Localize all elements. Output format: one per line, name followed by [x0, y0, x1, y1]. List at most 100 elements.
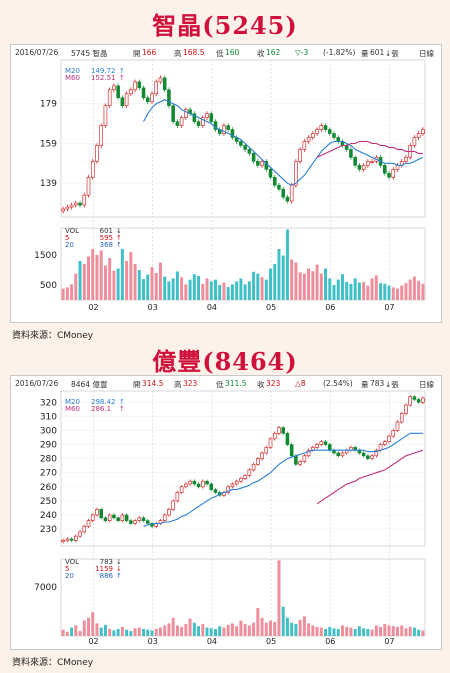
- candle-body: [256, 458, 260, 465]
- volume-bar: [65, 287, 69, 300]
- candle-body: [82, 194, 87, 206]
- volume-bar: [264, 279, 268, 300]
- candle-body: [179, 486, 184, 493]
- volume-bar: [307, 623, 311, 636]
- date-label: 2016/07/26: [15, 379, 59, 388]
- volume-bar: [226, 287, 230, 300]
- month-tick-label: 05: [266, 637, 276, 646]
- candle-body: [239, 141, 243, 146]
- volume-bar: [421, 283, 425, 300]
- volume-bar: [311, 625, 315, 636]
- volume-bar: [336, 279, 340, 300]
- volume-bar: [379, 626, 383, 636]
- candle-body: [323, 441, 328, 445]
- candle-body: [192, 480, 197, 485]
- ma-legend-name: M60: [65, 405, 80, 413]
- volume-bar: [158, 627, 162, 636]
- volume-bar: [95, 623, 99, 636]
- volume-bar: [235, 626, 239, 636]
- price-tick-label: 240: [40, 511, 57, 521]
- candle-body: [289, 184, 294, 202]
- candle-body: [243, 475, 247, 479]
- candle-body: [201, 480, 205, 488]
- candle-body: [395, 421, 400, 431]
- volume-bar: [78, 261, 82, 300]
- volume-bar: [396, 288, 399, 300]
- candle-body: [201, 117, 205, 126]
- volume-bar: [412, 276, 416, 300]
- candle-body: [226, 486, 230, 493]
- candle-body: [349, 149, 353, 158]
- volume-bar: [99, 250, 103, 300]
- candle-body: [184, 483, 188, 488]
- volume-bar: [214, 279, 217, 300]
- volume-bar: [307, 268, 311, 300]
- volume-bar: [175, 271, 179, 300]
- candle-body: [383, 165, 387, 174]
- ma-legend-value: 286.1: [91, 405, 111, 413]
- volume-bar: [353, 629, 357, 636]
- volume-bar: [281, 255, 285, 300]
- volume-bar: [163, 625, 167, 636]
- candle-body: [412, 396, 417, 400]
- candle-body: [336, 452, 341, 457]
- candle-body: [120, 514, 125, 521]
- ma-legend-name: M20: [65, 67, 80, 75]
- candle-body: [158, 77, 163, 83]
- candle-body: [272, 432, 277, 440]
- candle-body: [264, 447, 269, 454]
- low-value: 160: [225, 48, 240, 57]
- candle-body: [86, 176, 91, 196]
- candle-body: [103, 517, 108, 521]
- volume-bar: [319, 273, 323, 300]
- candle-body: [78, 531, 82, 537]
- candle-body: [86, 520, 91, 527]
- candle-body: [285, 196, 290, 202]
- candle-body: [103, 105, 108, 126]
- month-tick-label: 07: [384, 637, 394, 646]
- candle-body: [370, 455, 374, 459]
- candle-body: [239, 478, 243, 482]
- volume-bar: [230, 284, 234, 300]
- candle-body: [188, 480, 192, 485]
- volume-bar: [218, 285, 222, 300]
- volume-bar: [180, 626, 184, 636]
- volume-legend-value: 783: [100, 558, 113, 566]
- volume-bar: [133, 628, 137, 636]
- volume-unit: ↓張: [385, 380, 399, 389]
- volume-legend-value: 368: [100, 241, 113, 249]
- volume-bar: [319, 627, 323, 636]
- volume-bar: [391, 287, 395, 300]
- candle-body: [196, 121, 201, 126]
- volume-legend-name: 5: [65, 234, 69, 242]
- volume-bar: [146, 629, 150, 636]
- volume-bar: [357, 626, 361, 636]
- price-tick-label: 139: [40, 179, 57, 189]
- volume-bar: [412, 627, 416, 636]
- volume-bar: [82, 264, 86, 300]
- volume-bar: [129, 631, 133, 636]
- candle-body: [319, 441, 324, 445]
- candle-body: [65, 538, 70, 541]
- volume-bar: [391, 626, 395, 636]
- candle-body: [61, 540, 65, 543]
- candle-body: [116, 85, 120, 99]
- candle-body: [421, 397, 425, 403]
- volume-bar: [260, 617, 264, 636]
- candle-body: [336, 137, 341, 142]
- chart-2-infobar: 2016/07/26 8464 億豐 開 314.5 高 323 低 311.5…: [11, 376, 441, 390]
- volume-bar: [294, 262, 298, 300]
- ma20-line: [143, 432, 423, 527]
- candle-body: [124, 93, 129, 107]
- volume-bar: [273, 622, 277, 636]
- ma-legend-value: 298.42: [91, 398, 116, 406]
- volume-bar: [125, 261, 129, 300]
- candle-body: [332, 133, 336, 138]
- ma-legend-value: 149.72: [91, 67, 116, 75]
- candle-body: [184, 109, 188, 118]
- volume-bar: [218, 626, 222, 636]
- price-plot-frame: [60, 390, 426, 547]
- volume-bar: [277, 560, 281, 636]
- volume-tick-label: 1500: [34, 251, 57, 261]
- candle-body: [294, 455, 298, 465]
